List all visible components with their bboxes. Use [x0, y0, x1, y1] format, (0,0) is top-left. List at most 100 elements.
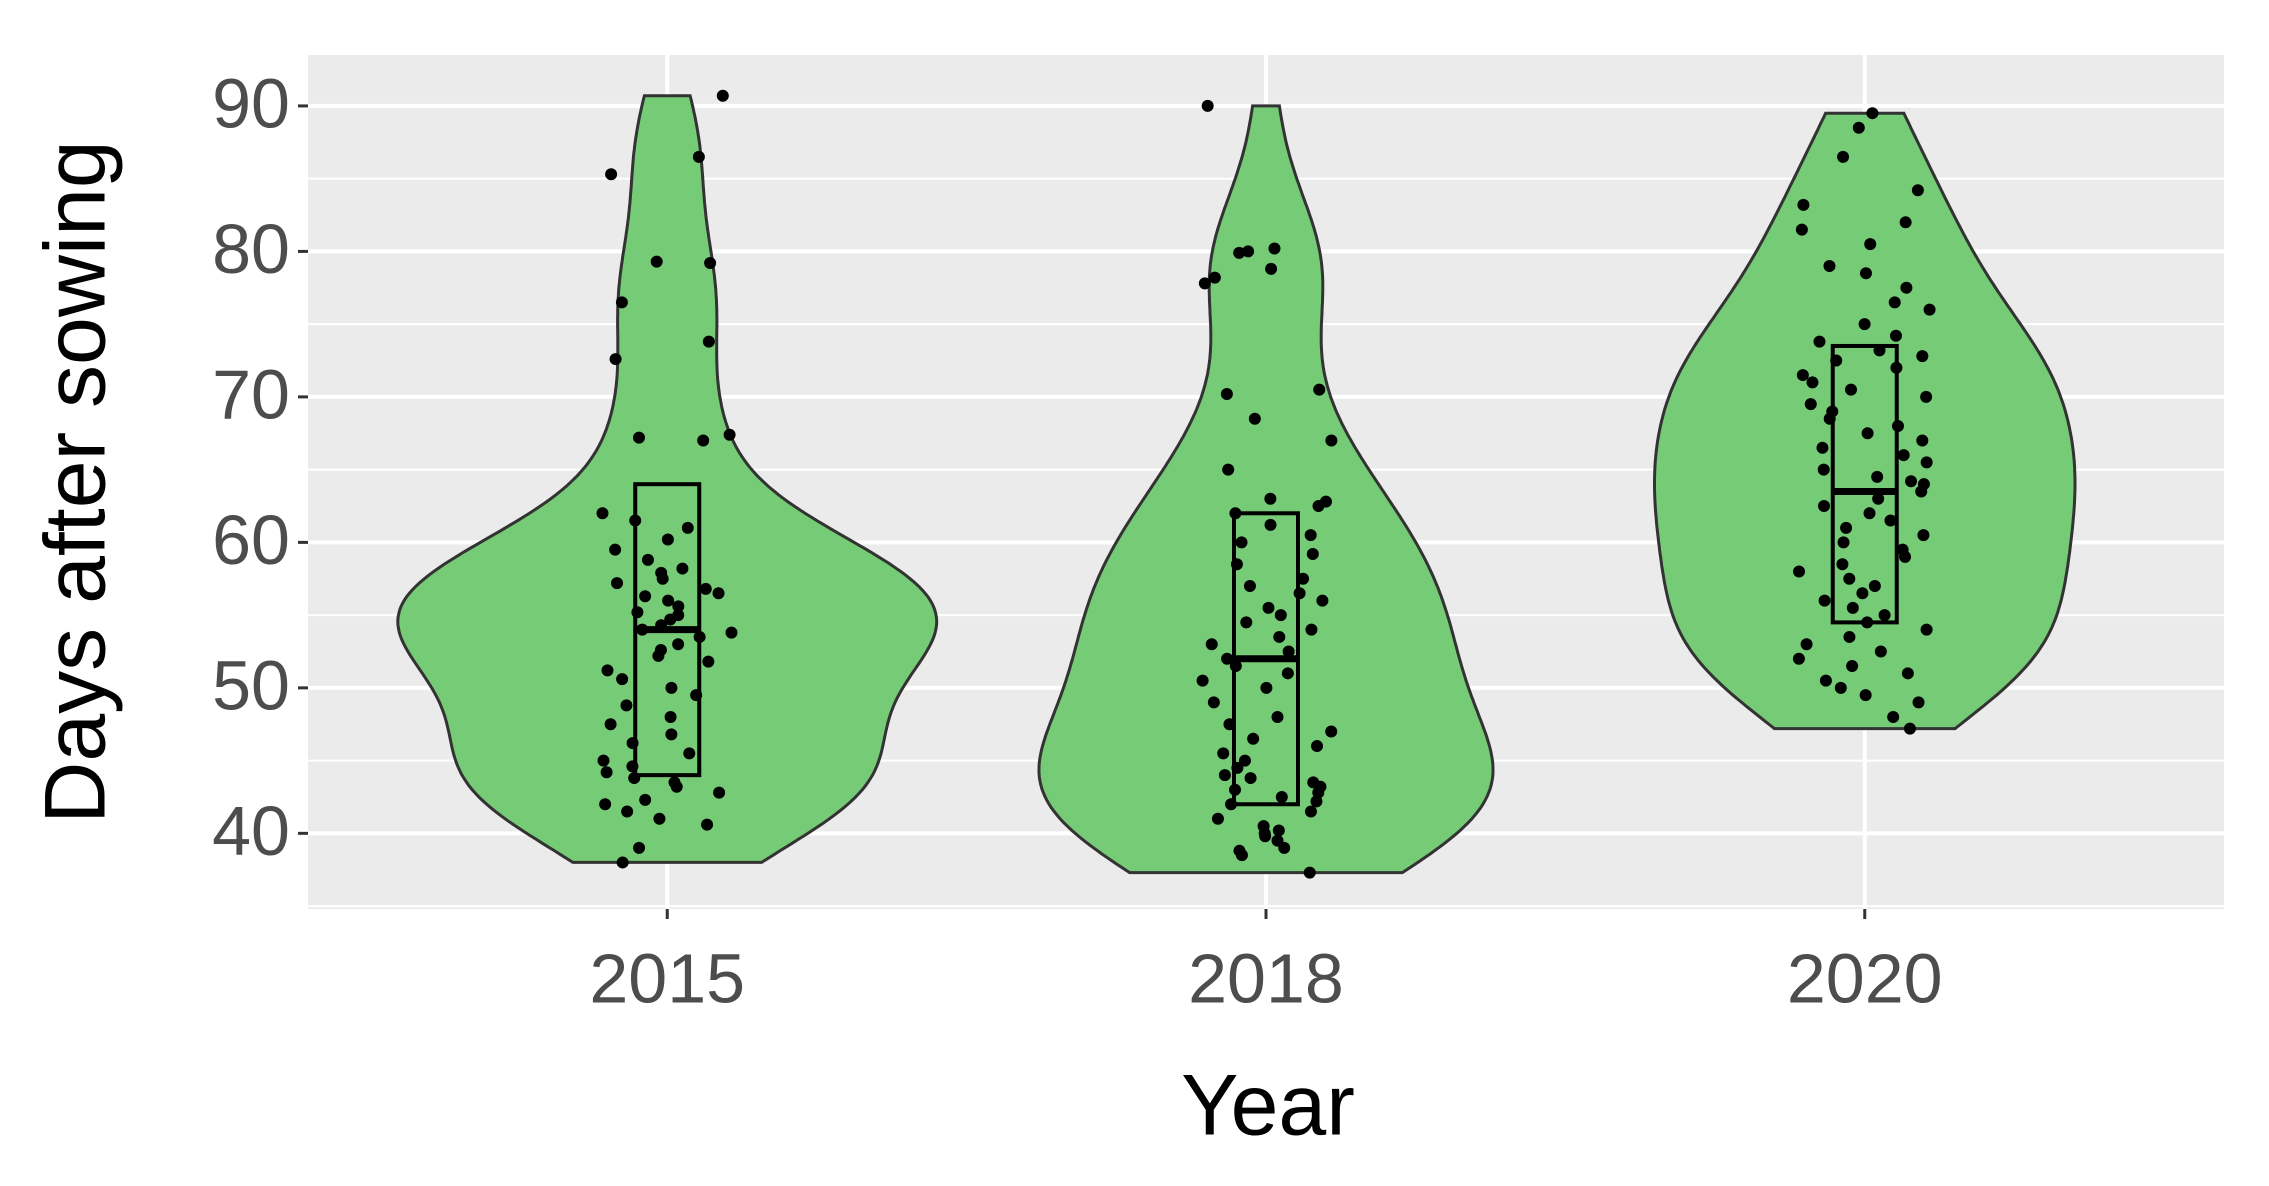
point [665, 681, 678, 694]
point [1271, 710, 1284, 723]
point [1818, 500, 1831, 513]
point [1852, 121, 1865, 134]
y-tick-label: 40 [212, 792, 290, 870]
point [1912, 696, 1925, 709]
point [1871, 470, 1884, 483]
point [632, 431, 645, 444]
point [631, 606, 644, 619]
point [702, 335, 715, 348]
point [1920, 456, 1933, 469]
point [713, 786, 726, 799]
point [1899, 216, 1912, 229]
point [1901, 667, 1914, 680]
point [1244, 772, 1257, 785]
point [1844, 383, 1857, 396]
point [1222, 463, 1235, 476]
point [1878, 609, 1891, 622]
point [1240, 616, 1253, 629]
point [1208, 271, 1221, 284]
point [681, 521, 694, 534]
point [1887, 710, 1900, 723]
point [1837, 536, 1850, 549]
point [620, 699, 633, 712]
point [1205, 638, 1218, 651]
point [716, 89, 729, 102]
point [1923, 303, 1936, 316]
point [704, 257, 717, 270]
point [676, 562, 689, 575]
point [1260, 681, 1273, 694]
point [662, 594, 675, 607]
point [1917, 529, 1930, 542]
point [1297, 572, 1310, 585]
point [697, 434, 710, 447]
point [1868, 580, 1881, 593]
point [661, 533, 674, 546]
point [1800, 638, 1813, 651]
point [1238, 754, 1251, 767]
point [1819, 674, 1832, 687]
point [1856, 587, 1869, 600]
point [1310, 795, 1323, 808]
point [1816, 441, 1829, 454]
point [1884, 514, 1897, 527]
point [723, 428, 736, 441]
point [1859, 267, 1872, 280]
box [1830, 343, 1899, 625]
point [1795, 223, 1808, 236]
point [639, 590, 652, 603]
point [1846, 660, 1859, 673]
violin [396, 94, 939, 864]
point [1233, 246, 1246, 259]
point [664, 613, 677, 626]
point [1864, 238, 1877, 251]
point [609, 353, 622, 366]
point [1235, 849, 1248, 862]
point [1796, 369, 1809, 382]
point [1792, 652, 1805, 665]
violin [1037, 104, 1495, 875]
y-tick-label: 80 [212, 210, 290, 288]
point [1235, 536, 1248, 549]
y-tick-label: 50 [212, 646, 290, 724]
point [1834, 681, 1847, 694]
point [616, 673, 629, 686]
point [1911, 184, 1924, 197]
point [1311, 740, 1324, 753]
point [1793, 565, 1806, 578]
point [1259, 830, 1272, 843]
point [1273, 630, 1286, 643]
point [664, 710, 677, 723]
point [1274, 609, 1287, 622]
point [1858, 318, 1871, 331]
y-tick-label: 70 [212, 355, 290, 433]
point [672, 600, 685, 613]
point [1916, 350, 1929, 363]
point [1916, 434, 1929, 447]
point [1198, 277, 1211, 290]
point [639, 793, 652, 806]
point [701, 818, 714, 831]
point [601, 664, 614, 677]
point [1837, 150, 1850, 163]
point [1282, 645, 1295, 658]
point [1275, 790, 1288, 803]
point [1846, 601, 1859, 614]
point [1243, 580, 1256, 593]
point [1905, 475, 1918, 488]
point [1915, 485, 1928, 498]
point [1843, 630, 1856, 643]
point [1196, 674, 1209, 687]
point [1888, 296, 1901, 309]
point [1325, 725, 1338, 738]
point [1304, 805, 1317, 818]
point [699, 582, 712, 595]
point [1920, 390, 1933, 403]
point [1889, 329, 1902, 342]
point [1207, 696, 1220, 709]
point [653, 812, 666, 825]
point [615, 296, 628, 309]
marks [396, 89, 2077, 879]
point [1920, 623, 1933, 636]
point [1221, 652, 1234, 665]
